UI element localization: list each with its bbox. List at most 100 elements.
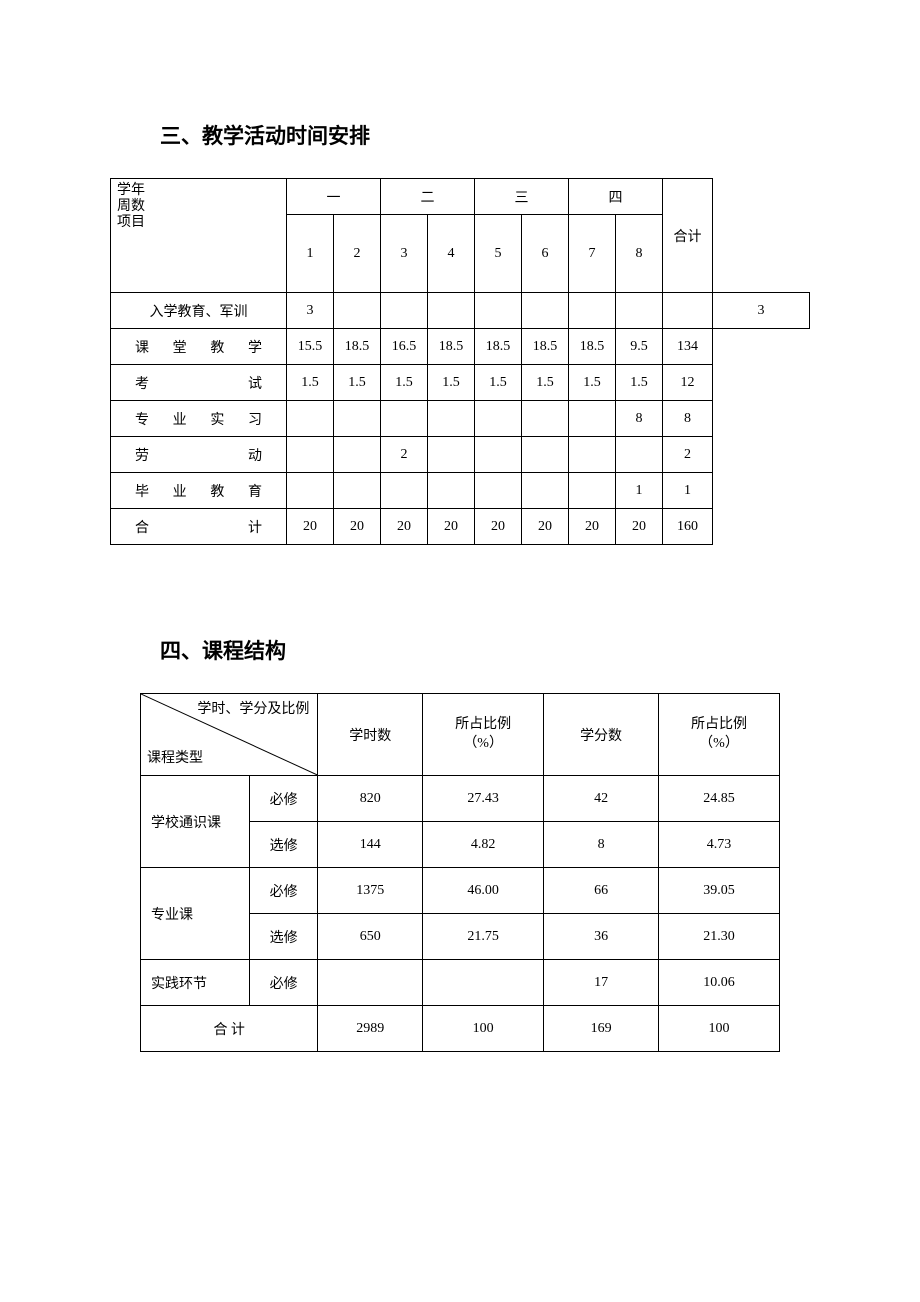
cell (423, 960, 544, 1006)
sem-2: 2 (334, 215, 381, 293)
total-label: 合 计 (141, 1006, 318, 1052)
cell: 8 (616, 401, 663, 437)
table-row: 专业实习88 (111, 401, 810, 437)
group-name: 实践环节 (141, 960, 250, 1006)
cell (318, 960, 423, 1006)
cell: 1375 (318, 868, 423, 914)
row-total: 12 (663, 365, 713, 401)
cell: 2 (381, 437, 428, 473)
cell: 20 (381, 509, 428, 545)
cell: 10.06 (659, 960, 780, 1006)
cell: 144 (318, 822, 423, 868)
cell (287, 437, 334, 473)
cell: 4.73 (659, 822, 780, 868)
type-cell: 必修 (249, 776, 318, 822)
cell: 20 (475, 509, 522, 545)
type-cell: 必修 (249, 868, 318, 914)
cell (569, 401, 616, 437)
row-total: 3 (713, 293, 810, 329)
cell: 20 (522, 509, 569, 545)
cell: 20 (616, 509, 663, 545)
cell: 20 (287, 509, 334, 545)
cell: 1.5 (475, 365, 522, 401)
cell (522, 437, 569, 473)
course-structure-table: 学时、学分及比例 课程类型 学时数 所占比例（%） 学分数 所占比例（%） 学校… (140, 693, 780, 1052)
corner-label: 学年 周数 项目 (111, 179, 287, 293)
cell (569, 473, 616, 509)
cell (522, 401, 569, 437)
section-1-title: 三、教学活动时间安排 (160, 120, 810, 150)
cell: 1.5 (381, 365, 428, 401)
cell (475, 473, 522, 509)
type-cell: 选修 (249, 822, 318, 868)
sem-7: 7 (569, 215, 616, 293)
cell (616, 293, 663, 329)
cell (475, 437, 522, 473)
cell (475, 293, 522, 329)
diag-top-label: 学时、学分及比例 (197, 700, 309, 720)
schedule-table: 学年 周数 项目 一 二 三 四 合计 1 2 3 4 5 6 7 8 入学教育… (110, 178, 810, 545)
cell (428, 437, 475, 473)
cell (334, 293, 381, 329)
cell (381, 401, 428, 437)
col-hours: 学时数 (318, 694, 423, 776)
cell: 24.85 (659, 776, 780, 822)
cell: 20 (428, 509, 475, 545)
col-credits: 学分数 (544, 694, 659, 776)
cell (428, 293, 475, 329)
sem-5: 5 (475, 215, 522, 293)
cell (616, 437, 663, 473)
row-total: 134 (663, 329, 713, 365)
cell: 8 (544, 822, 659, 868)
cell: 100 (423, 1006, 544, 1052)
cell (428, 401, 475, 437)
cell (663, 293, 713, 329)
cell: 18.5 (428, 329, 475, 365)
corner-bot: 项目 (117, 215, 145, 230)
year-4: 四 (569, 179, 663, 215)
cell (475, 401, 522, 437)
cell (287, 473, 334, 509)
row-label: 入学教育、军训 (111, 293, 287, 329)
sem-4: 4 (428, 215, 475, 293)
cell: 820 (318, 776, 423, 822)
cell: 18.5 (569, 329, 616, 365)
row-label: 毕业教育 (111, 473, 287, 509)
row-label: 专业实习 (111, 401, 287, 437)
row-label: 考试 (111, 365, 287, 401)
year-3: 三 (475, 179, 569, 215)
diag-header: 学时、学分及比例 课程类型 (141, 694, 318, 776)
cell (381, 473, 428, 509)
type-cell: 选修 (249, 914, 318, 960)
cell: 1.5 (616, 365, 663, 401)
table-row: 学校通识课必修82027.434224.85 (141, 776, 780, 822)
type-cell: 必修 (249, 960, 318, 1006)
group-name: 学校通识课 (141, 776, 250, 868)
group-name: 专业课 (141, 868, 250, 960)
cell: 4.82 (423, 822, 544, 868)
cell: 1.5 (522, 365, 569, 401)
table-row: 专业课必修137546.006639.05 (141, 868, 780, 914)
cell (334, 401, 381, 437)
cell: 16.5 (381, 329, 428, 365)
sem-6: 6 (522, 215, 569, 293)
row-label: 劳动 (111, 437, 287, 473)
table-row: 合计2020202020202020160 (111, 509, 810, 545)
cell: 18.5 (522, 329, 569, 365)
col-cpct: 所占比例（%） (659, 694, 780, 776)
total-header: 合计 (663, 179, 713, 293)
cell: 21.75 (423, 914, 544, 960)
total-row: 合 计2989100169100 (141, 1006, 780, 1052)
cell: 100 (659, 1006, 780, 1052)
cell (569, 437, 616, 473)
cell (381, 293, 428, 329)
cell: 1.5 (428, 365, 475, 401)
cell: 1.5 (334, 365, 381, 401)
cell (569, 293, 616, 329)
row-total: 160 (663, 509, 713, 545)
row-label: 合计 (111, 509, 287, 545)
cell: 9.5 (616, 329, 663, 365)
sem-3: 3 (381, 215, 428, 293)
cell: 1.5 (569, 365, 616, 401)
diag-bot-label: 课程类型 (147, 747, 203, 767)
